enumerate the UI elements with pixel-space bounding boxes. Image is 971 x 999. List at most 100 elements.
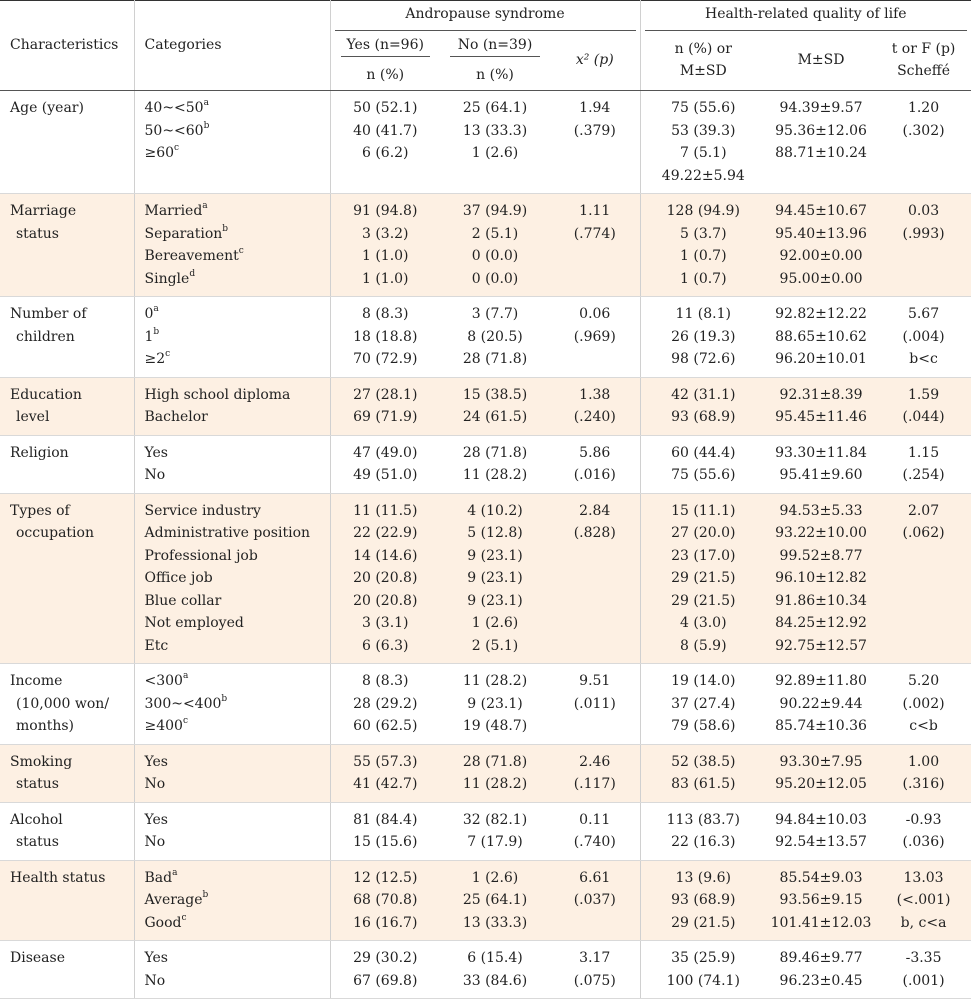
msd-cell: 92.89±11.80 90.22±9.44 85.74±10.36 <box>766 663 877 745</box>
table-row: Smoking status Yes No 55 (57.3) 41 (42.7) 28 (… <box>0 744 971 803</box>
no-line: 37 (94.9) <box>462 203 528 219</box>
category-text: 0 <box>144 306 154 322</box>
n_or_m-line: 5 (3.7) <box>680 225 727 242</box>
x2-line: (.037) <box>573 892 616 908</box>
category-text: Good <box>144 914 182 931</box>
characteristic-label: status <box>16 776 59 792</box>
tf-line: (<.001) <box>896 892 951 908</box>
n_or_m-line: 83 (61.5) <box>671 776 736 792</box>
msd-line: 92.82±12.22 <box>775 306 867 322</box>
n-or-m-cell: 42 (31.1) 93 (68.9) <box>639 377 767 436</box>
tf-line: 13.03 <box>903 869 944 886</box>
characteristic-label: children <box>16 328 75 345</box>
category-cell: 40~<50a 50~<60b ≥60c <box>133 90 330 194</box>
no-line: 33 (84.6) <box>462 972 528 989</box>
msd-line: 94.39±9.57 <box>779 100 863 116</box>
category-label: No <box>145 773 326 796</box>
category-label: Yes <box>145 442 326 465</box>
tf-line: 1.20 <box>907 100 940 116</box>
category-cell: 0a 1b ≥2c <box>133 296 330 378</box>
x2-line: 1.38 <box>579 386 611 403</box>
msd-line: 95.40±13.96 <box>775 225 867 242</box>
category-superscript: b <box>221 693 228 704</box>
no-cell: 15 (38.5) 24 (61.5) <box>440 377 550 436</box>
yes-line: 22 (22.9) <box>353 525 418 541</box>
tf-cell: 1.15 (.254) <box>876 435 971 494</box>
yes-cell: 55 (57.3) 41 (42.7) <box>329 744 440 803</box>
n-or-m-cell: 13 (9.6) 93 (68.9) 29 (21.5) <box>639 860 767 941</box>
tf-line: -3.35 <box>905 950 942 966</box>
table-row: Types of occupation Service industry Admini… <box>0 493 971 664</box>
category-label: Professional job <box>145 545 326 568</box>
n_or_m-line: 1 (0.7) <box>680 248 727 264</box>
x2-cell: 2.46 (.117) <box>550 744 641 803</box>
tf-cell: 1.00 (.316) <box>876 744 971 803</box>
msd-line: 92.89±11.80 <box>775 673 867 689</box>
header-yes-n-pct: n (%) <box>329 60 440 91</box>
x2-line: (.969) <box>573 328 616 345</box>
n_or_m-line: 23 (17.0) <box>671 547 736 564</box>
yes-line: 16 (16.7) <box>353 914 418 931</box>
category-text: Single <box>144 270 190 287</box>
yes-cell: 50 (52.1) 40 (41.7) 6 (6.2) <box>329 90 440 194</box>
msd-line: 88.71±10.24 <box>775 145 867 161</box>
n_or_m-line: 8 (5.9) <box>680 637 727 654</box>
characteristic-cell: Marriage status <box>0 193 134 297</box>
table-row: Religion Yes No 47 (49.0) 49 (51.0) 28 (71.8)… <box>0 435 971 494</box>
no-line: 0 (0.0) <box>471 270 519 287</box>
category-cell: Bada Averageb Goodc <box>133 860 330 941</box>
n-or-m-cell: 15 (11.1) 27 (20.0) 23 (17.0) 29 (21.5) 29 (… <box>639 493 767 664</box>
x2-line: 0.11 <box>579 811 611 828</box>
characteristic-cell: Alcohol status <box>0 802 134 861</box>
category-text: No <box>144 467 166 483</box>
category-label: Marrieda <box>145 200 326 223</box>
header-x2-p: x² (p) <box>550 30 641 91</box>
yes-line: 55 (57.3) <box>353 753 418 770</box>
yes-line: 27 (28.1) <box>353 386 418 403</box>
characteristic-label: level <box>16 409 50 425</box>
yes-line: 49 (51.0) <box>353 467 418 483</box>
msd-line: 85.74±10.36 <box>775 718 867 734</box>
no-line: 25 (64.1) <box>462 100 528 116</box>
yes-line: 81 (84.4) <box>353 811 418 828</box>
category-label: <300a <box>145 670 326 693</box>
category-text: Yes <box>144 950 169 966</box>
yes-line: 20 (20.8) <box>353 570 418 586</box>
x2-line: 2.46 <box>579 753 611 770</box>
characteristic-label: months) <box>16 718 75 734</box>
msd-line: 92.31±8.39 <box>779 386 863 403</box>
characteristic-label: Education <box>10 386 82 403</box>
no-line: 25 (64.1) <box>462 892 528 908</box>
category-cell: Yes No <box>133 802 330 861</box>
category-cell: Service industry Administrative position P… <box>133 493 330 664</box>
tf-line: (.062) <box>902 525 945 541</box>
category-text: ≥400 <box>144 718 183 734</box>
header-t-or-f: t or F (p) Scheffé <box>876 30 971 91</box>
n_or_m-line: 49.22±5.94 <box>661 167 745 184</box>
no-cell: 28 (71.8) 11 (28.2) <box>440 744 550 803</box>
msd-line: 88.65±10.62 <box>775 328 867 345</box>
category-label: No <box>145 464 326 487</box>
category-label: Averageb <box>145 889 326 912</box>
characteristic-cell: Types of occupation <box>0 493 134 664</box>
yes-line: 8 (8.3) <box>361 306 409 322</box>
tf-line: b<c <box>909 351 938 367</box>
header-yes: Yes (n=96) <box>329 30 440 61</box>
no-line: 9 (23.1) <box>467 570 523 586</box>
yes-line: 18 (18.8) <box>353 328 418 345</box>
category-text: No <box>144 972 166 989</box>
category-label: Bereavementc <box>145 245 326 268</box>
no-line: 8 (20.5) <box>467 328 523 345</box>
no-line: 2 (5.1) <box>471 637 519 654</box>
msd-cell: 94.45±10.67 95.40±13.96 92.00±0.00 95.00±0.… <box>766 193 877 297</box>
x2-cell: 2.84 (.828) <box>550 493 641 664</box>
category-superscript: a <box>202 201 208 212</box>
category-label: Goodc <box>145 912 326 935</box>
msd-line: 84.25±12.92 <box>775 615 867 631</box>
yes-line: 28 (29.2) <box>353 695 418 712</box>
tf-line: 1.00 <box>907 753 940 770</box>
category-text: No <box>144 834 166 850</box>
no-line: 13 (33.3) <box>462 122 528 139</box>
yes-line: 67 (69.8) <box>353 972 418 989</box>
